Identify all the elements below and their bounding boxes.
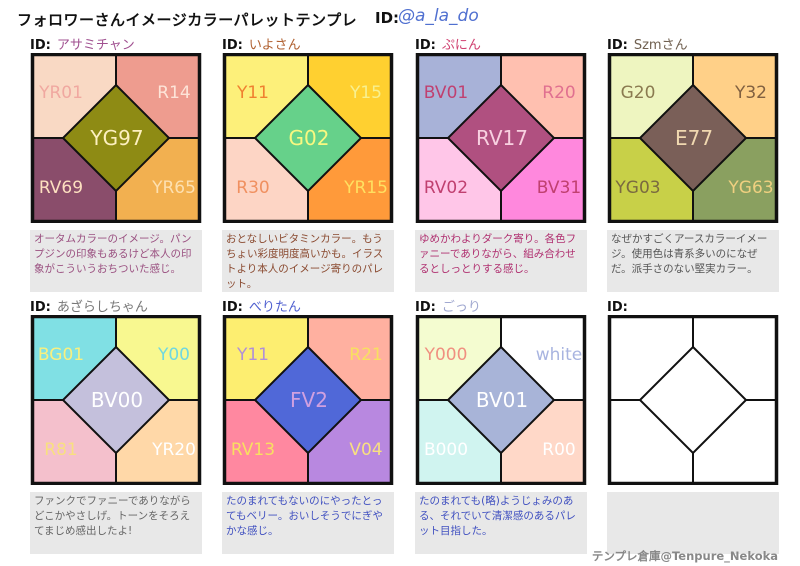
color-code-tl: Y11 xyxy=(236,345,269,365)
id-row: ID: Szmさん xyxy=(607,34,779,53)
page-title: フォロワーさんイメージカラーパレットテンプレ xyxy=(17,11,358,29)
color-palette-square xyxy=(607,315,779,485)
id-row: ID: xyxy=(607,296,779,315)
palette-note: たのまれてもないのにやったとってもベリー。おいしそうでにぎやかな感じ。 xyxy=(222,492,394,554)
color-code-tr: R21 xyxy=(349,345,382,365)
color-code-tl: Y000 xyxy=(424,345,468,365)
color-code-center: RV17 xyxy=(476,126,528,150)
palette-note: ファンクでファニーでありながらどこかやさしげ。トーンをそろえてまじめ感出したよ! xyxy=(30,492,202,554)
color-code-bl: B000 xyxy=(424,440,468,460)
palette-note: オータムカラーのイメージ。パンプジンの印象もあるけど本人の印象がこういうおちつい… xyxy=(30,230,202,292)
follower-name: ぷにん xyxy=(441,38,481,53)
color-code-br: R00 xyxy=(542,440,575,460)
id-label: ID: xyxy=(222,300,243,315)
follower-name: ごっり xyxy=(441,300,481,315)
id-label: ID: xyxy=(415,300,436,315)
swatch-center xyxy=(253,345,363,455)
color-code-center: FV2 xyxy=(290,388,328,412)
color-code-tr: R20 xyxy=(542,83,575,103)
id-row: ID: いよさん xyxy=(222,34,394,53)
swatch-center xyxy=(446,83,556,193)
color-code-bl: R30 xyxy=(236,178,269,198)
follower-name: あざらしちゃん xyxy=(56,300,148,315)
id-label: ID: xyxy=(30,300,51,315)
follower-name: べりたん xyxy=(248,300,301,315)
color-code-tl: G20 xyxy=(621,83,656,103)
id-row: ID: ごっり xyxy=(415,296,587,315)
swatch-center xyxy=(638,83,748,193)
palette-panel: ID: ごっり Y000 white B000 R00 BV01 たのまれても(略)ようじょみ… xyxy=(415,296,587,554)
swatch-center xyxy=(61,83,171,193)
follower-name: いよさん xyxy=(248,38,301,53)
color-code-center: BV00 xyxy=(91,388,143,412)
color-code-tr: R14 xyxy=(157,83,190,103)
color-palette-square: G20 Y32 YG03 YG63 E77 xyxy=(607,53,779,223)
palette-note: おとなしいビタミンカラー。もうちょい彩度明度高いかも。イラストより本人のイメージ… xyxy=(222,230,394,292)
color-code-br: YG63 xyxy=(727,178,773,198)
color-code-br: V04 xyxy=(349,440,382,460)
id-row: ID: べりたん xyxy=(222,296,394,315)
swatch-center xyxy=(61,345,171,455)
palette-panel: ID: xyxy=(607,296,779,554)
color-code-tr: Y32 xyxy=(734,83,767,103)
palette-panel: ID: あざらしちゃん BG01 Y00 R81 YR20 BV00 ファンクでファニーであり… xyxy=(30,296,202,554)
palette-note: ゆめかわよりダーク寄り。各色ファニーでありながら、組み合わせるとしっとりする感じ… xyxy=(415,230,587,292)
palette-note: なぜかすごくアースカラーイメージ。使用色は青系多いのになぜだ。派手さのない堅実カ… xyxy=(607,230,779,292)
id-label: ID: xyxy=(30,38,51,53)
color-code-tl: Y11 xyxy=(236,83,269,103)
follower-name: Szmさん xyxy=(633,38,688,53)
header-handle: @a_la_do xyxy=(398,6,479,26)
id-row: ID: アサミチャン xyxy=(30,34,202,53)
id-label: ID: xyxy=(415,38,436,53)
color-palette-square: Y11 R21 RV13 V04 FV2 xyxy=(222,315,394,485)
color-code-br: YR20 xyxy=(151,440,196,460)
id-label: ID: xyxy=(222,38,243,53)
palette-note xyxy=(607,492,779,554)
id-label: ID: xyxy=(607,300,628,315)
color-code-tl: BG01 xyxy=(38,345,84,365)
swatch-center xyxy=(446,345,556,455)
color-code-center: YG97 xyxy=(89,126,143,150)
color-palette-square: Y000 white B000 R00 BV01 xyxy=(415,315,587,485)
color-code-center: BV01 xyxy=(476,388,528,412)
follower-name: アサミチャン xyxy=(56,38,135,53)
color-code-br: YR65 xyxy=(151,178,196,198)
id-label: ID: xyxy=(607,38,628,53)
color-code-bl: RV13 xyxy=(231,440,275,460)
color-code-bl: R81 xyxy=(44,440,77,460)
palette-panel: ID: ぷにん BV01 R20 RV02 BV31 RV17 ゆめかわよりダーク寄り。各色フ… xyxy=(415,34,587,292)
color-code-bl: RV02 xyxy=(424,178,468,198)
color-code-tl: YR01 xyxy=(38,83,83,103)
swatch-center xyxy=(253,83,363,193)
color-code-bl: RV69 xyxy=(39,178,83,198)
color-palette-square: BV01 R20 RV02 BV31 RV17 xyxy=(415,53,587,223)
color-palette-square: Y11 Y15 R30 YR15 G02 xyxy=(222,53,394,223)
color-code-tl: BV01 xyxy=(424,83,468,103)
watermark: テンプレ倉庫@Tenpure_Nekoka xyxy=(591,549,778,563)
palette-panel: ID: べりたん Y11 R21 RV13 V04 FV2 たのまれてもないのにやったとっても… xyxy=(222,296,394,554)
color-code-br: BV31 xyxy=(537,178,581,198)
color-code-center: G02 xyxy=(289,126,330,150)
palette-panel: ID: いよさん Y11 Y15 R30 YR15 G02 おとなしいビタミンカラー。もうちょ… xyxy=(222,34,394,292)
color-code-tr: Y00 xyxy=(157,345,190,365)
color-code-tr: Y15 xyxy=(349,83,382,103)
palette-panel: ID: アサミチャン YR01 R14 RV69 YR65 YG97 オータムカラーのイメージ… xyxy=(30,34,202,292)
palette-note: たのまれても(略)ようじょみのある、それでいて清潔感のあるパレット目指した。 xyxy=(415,492,587,554)
id-row: ID: ぷにん xyxy=(415,34,587,53)
color-code-center: E77 xyxy=(675,126,713,150)
color-palette-square: BG01 Y00 R81 YR20 BV00 xyxy=(30,315,202,485)
color-code-bl: YG03 xyxy=(614,178,660,198)
palette-panel: ID: Szmさん G20 Y32 YG03 YG63 E77 なぜかすごくアースカラーイメー… xyxy=(607,34,779,292)
color-code-tr: white xyxy=(536,345,583,365)
swatch-center xyxy=(638,345,748,455)
color-palette-square: YR01 R14 RV69 YR65 YG97 xyxy=(30,53,202,223)
header-id-label: ID: xyxy=(375,9,400,27)
color-code-br: YR15 xyxy=(343,178,388,198)
id-row: ID: あざらしちゃん xyxy=(30,296,202,315)
